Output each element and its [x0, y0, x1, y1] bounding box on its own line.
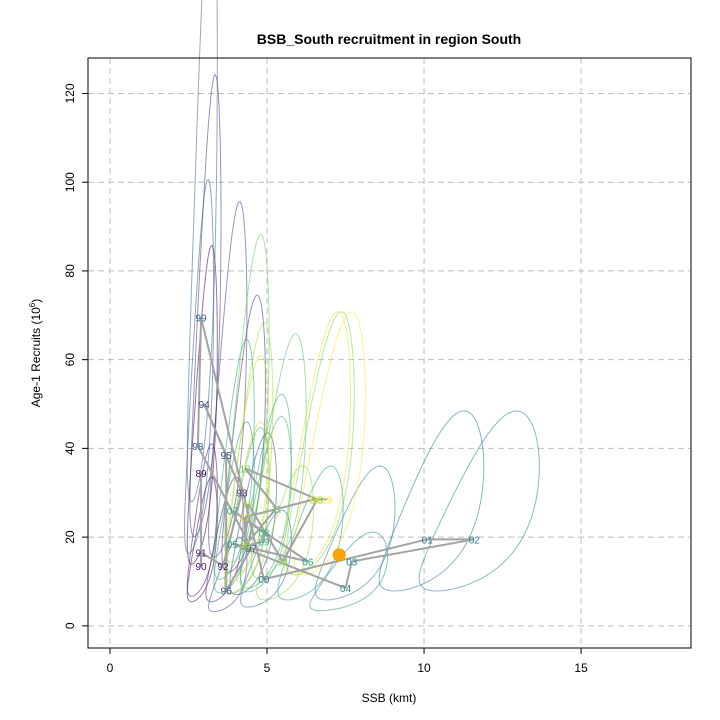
- trajectory-segment: [281, 498, 319, 562]
- current-marker-layer: [332, 548, 346, 562]
- y-axis-label-close: ): [29, 299, 43, 303]
- point-label-12: 12: [239, 464, 251, 475]
- uncertainty-ellipse: [186, 443, 218, 597]
- trajectory-segment: [197, 445, 253, 549]
- grid: [88, 58, 691, 648]
- point-label-95: 95: [221, 451, 233, 462]
- point-label-09: 09: [258, 538, 270, 549]
- uncertainty-ellipse: [314, 465, 396, 601]
- x-tick-label: 10: [417, 661, 431, 675]
- x-tick-label: 5: [264, 661, 271, 675]
- point-label-04: 04: [340, 584, 352, 595]
- point-label-13: 13: [312, 495, 324, 506]
- point-label-16: 16: [239, 540, 251, 551]
- trajectory-segment: [232, 542, 346, 590]
- trajectory-segment: [351, 538, 475, 563]
- point-label-00: 00: [258, 575, 270, 586]
- point-label-99: 99: [196, 314, 208, 325]
- year-labels: 89 90 91 92 93 94 95 96 97 98 99 00 01 02 03 04 05 06 07 08…: [192, 314, 480, 598]
- uncertainty-ellipse: [184, 178, 215, 555]
- uncertainty-ellipse: [224, 355, 270, 583]
- uncertainty-ellipse: [213, 338, 255, 580]
- uncertainty-ellipse: [277, 465, 344, 601]
- point-label-15: 15: [243, 500, 255, 511]
- point-label-17: 17: [239, 513, 251, 524]
- y-axis-label-main: Age-1 Recruits (10: [29, 307, 43, 407]
- chart-title: BSB_South recruitment in region South: [257, 31, 521, 47]
- y-tick-label: 20: [63, 530, 77, 544]
- y-axis-label-exponent: 6: [28, 302, 37, 307]
- point-label-01: 01: [422, 535, 434, 546]
- point-label-96: 96: [221, 586, 233, 597]
- point-label-02: 02: [469, 535, 481, 546]
- uncertainty-ellipse: [378, 410, 485, 592]
- uncertainty-ellipse: [221, 294, 266, 573]
- point-label-91: 91: [196, 549, 208, 560]
- point-label-89: 89: [196, 469, 208, 480]
- point-label-03: 03: [346, 557, 358, 568]
- uncertainty-ellipses: [184, 0, 540, 612]
- point-label-18: 18: [309, 495, 321, 506]
- uncertainty-ellipse: [226, 322, 274, 578]
- x-axis-label: SSB (kmt): [362, 691, 417, 705]
- uncertainty-ellipse: [189, 73, 222, 538]
- trajectory-segment: [344, 561, 353, 589]
- trajectory-segment: [263, 538, 428, 581]
- trajectory-segment: [196, 317, 203, 447]
- y-tick-label: 40: [63, 441, 77, 455]
- point-label-98: 98: [192, 442, 204, 453]
- current-point-marker: [332, 548, 346, 562]
- point-label-97: 97: [246, 544, 258, 555]
- y-tick-label: 80: [63, 264, 77, 278]
- uncertainty-ellipse: [282, 311, 352, 576]
- plot-frame: [87, 57, 692, 649]
- trajectory-segment: [244, 467, 278, 509]
- point-label-14: 14: [277, 557, 289, 568]
- uncertainty-ellipse: [309, 531, 389, 612]
- x-tick-label: 15: [574, 661, 588, 675]
- uncertainty-ellipse: [418, 410, 540, 592]
- x-axis: 0 5 10 15: [107, 648, 588, 675]
- trajectory-segment: [244, 498, 315, 519]
- trajectory-segment: [225, 547, 253, 591]
- trajectory-segment: [232, 542, 309, 563]
- point-label-93: 93: [236, 489, 248, 500]
- trajectory-segment: [244, 467, 318, 501]
- point-label-08: 08: [258, 529, 270, 540]
- y-tick-label: 0: [63, 622, 77, 629]
- y-tick-label: 60: [63, 353, 77, 367]
- uncertainty-ellipse: [250, 333, 307, 580]
- uncertainty-ellipse: [256, 465, 315, 601]
- uncertainty-ellipse: [213, 421, 255, 594]
- y-tick-label: 100: [63, 172, 77, 192]
- trajectory-segment: [244, 507, 278, 547]
- point-label-07: 07: [227, 506, 239, 517]
- point-label-92: 92: [217, 562, 229, 573]
- trajectory-segment: [203, 403, 228, 456]
- trajectory-segment: [247, 503, 284, 563]
- uncertainty-ellipse: [240, 415, 292, 593]
- trajectory-segment: [200, 551, 224, 567]
- point-label-06: 06: [302, 557, 314, 568]
- uncertainty-ellipse: [285, 311, 355, 576]
- uncertainty-ellipse: [224, 421, 270, 594]
- point-label-90: 90: [196, 562, 208, 573]
- y-tick-label: 120: [63, 83, 77, 103]
- uncertainty-ellipse: [240, 393, 292, 589]
- point-label-11: 11: [271, 504, 282, 515]
- y-axis-label: Age-1 Recruits (106): [28, 299, 43, 408]
- point-label-05: 05: [227, 540, 239, 551]
- trajectory-segment: [244, 540, 265, 547]
- uncertainty-ellipse: [186, 476, 218, 603]
- y-axis: 0 20 40 60 80 100 120: [63, 83, 88, 629]
- point-label-94: 94: [199, 400, 211, 411]
- point-label-19: 19: [321, 495, 333, 506]
- point-label-10: 10: [239, 542, 251, 553]
- x-tick-label: 0: [107, 661, 114, 675]
- trajectory-lines: [196, 317, 475, 591]
